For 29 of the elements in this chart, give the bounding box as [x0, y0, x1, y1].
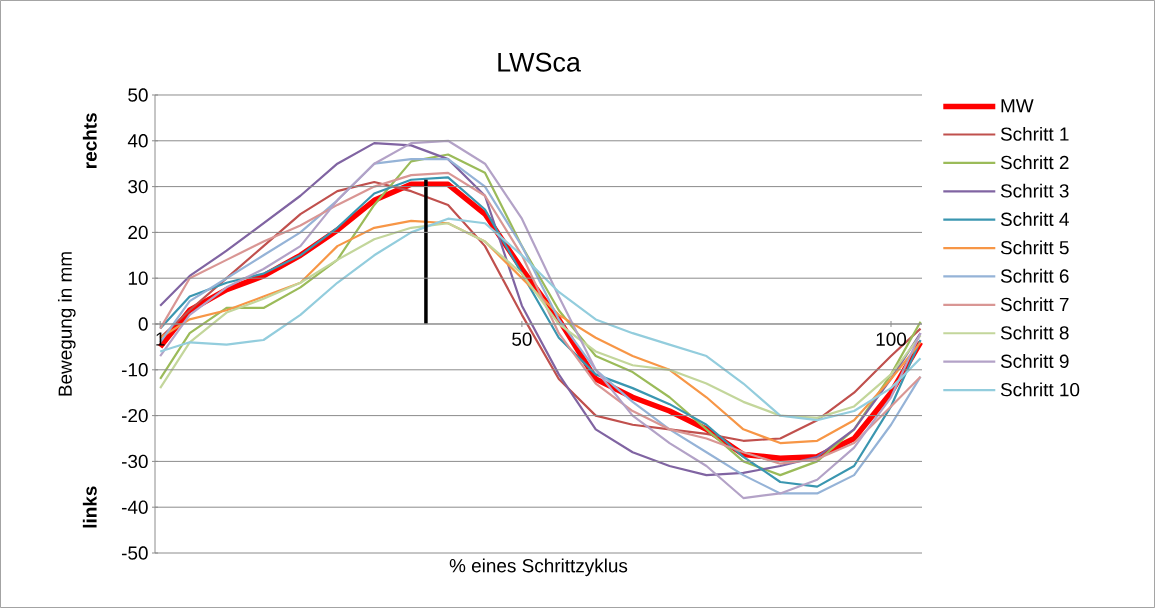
- chart-title: LWSca: [498, 52, 581, 72]
- legend-label: Schritt 9: [1000, 354, 1069, 368]
- text: links: [82, 486, 97, 528]
- y-tick-label: -50: [121, 546, 148, 560]
- legend-label: MW: [1001, 99, 1034, 113]
- x-tick-label: 50: [512, 332, 532, 346]
- x-axis-title: % eines Schrittzyklus: [449, 558, 628, 577]
- legend-label: Schritt 2: [1000, 155, 1069, 170]
- legend-label: Schritt 5: [1000, 240, 1069, 255]
- y-tick-label: -40: [121, 500, 148, 514]
- y-tick-label: 30: [128, 179, 148, 194]
- y-axis-title: Bewegung in mm: [57, 252, 76, 396]
- legend-label: Schritt 3: [1000, 183, 1069, 198]
- legend-label: Schritt 4: [1000, 212, 1069, 226]
- legend-label: Schritt 8: [1000, 325, 1069, 340]
- legend-label: Schritt 10: [1000, 382, 1080, 397]
- y-tick-label: 50: [128, 88, 148, 102]
- y-tick-label: 40: [127, 134, 148, 148]
- y-tick-label: -10: [121, 363, 148, 377]
- y-tick-label: 20: [128, 225, 148, 240]
- legend-label: Schritt 6: [1000, 268, 1069, 283]
- legend-label: Schritt 7: [1000, 297, 1069, 312]
- x-tick-label: 100: [876, 332, 907, 346]
- legend-label: Schritt 1: [1000, 126, 1069, 141]
- y-tick-label: -30: [121, 454, 148, 469]
- y-tick-label: 10: [128, 271, 148, 285]
- text: rechts: [82, 113, 97, 168]
- y-tick-label: -20: [121, 408, 148, 423]
- y-tick-label: 0: [138, 317, 148, 331]
